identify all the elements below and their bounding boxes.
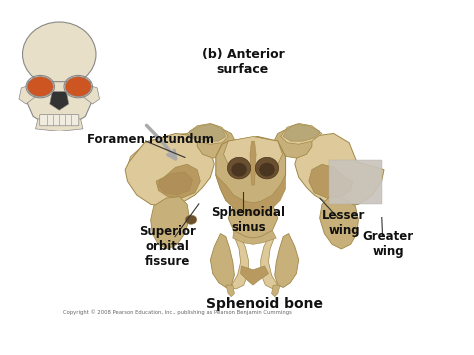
Polygon shape <box>216 175 285 215</box>
Polygon shape <box>241 266 268 285</box>
Polygon shape <box>226 285 235 297</box>
Polygon shape <box>26 82 92 127</box>
Polygon shape <box>233 230 276 244</box>
Polygon shape <box>19 84 36 104</box>
Ellipse shape <box>65 77 91 97</box>
Ellipse shape <box>185 215 197 224</box>
Polygon shape <box>309 164 353 198</box>
Polygon shape <box>128 133 202 193</box>
Text: Sphenoid bone: Sphenoid bone <box>206 297 323 311</box>
Polygon shape <box>231 237 248 289</box>
Text: Sphenoidal
sinus: Sphenoidal sinus <box>211 206 285 234</box>
Polygon shape <box>210 234 235 288</box>
Polygon shape <box>295 133 384 207</box>
Polygon shape <box>281 124 322 144</box>
Polygon shape <box>272 285 280 297</box>
Ellipse shape <box>27 77 53 97</box>
Polygon shape <box>190 124 226 141</box>
Ellipse shape <box>231 163 247 176</box>
Polygon shape <box>228 204 278 238</box>
Polygon shape <box>125 133 214 207</box>
Ellipse shape <box>255 157 279 179</box>
Text: Copyright © 2008 Pearson Education, Inc., publishing as Pearson Benjamin Cumming: Copyright © 2008 Pearson Education, Inc.… <box>63 309 292 315</box>
Polygon shape <box>216 137 285 211</box>
FancyBboxPatch shape <box>40 115 79 126</box>
Polygon shape <box>36 119 83 131</box>
Polygon shape <box>197 129 236 158</box>
Polygon shape <box>151 197 190 249</box>
Text: (b) Anterior
surface: (b) Anterior surface <box>201 48 284 76</box>
Ellipse shape <box>228 157 251 179</box>
Text: Lesser
wing: Lesser wing <box>322 209 365 237</box>
Ellipse shape <box>23 22 96 87</box>
Text: Superior
orbital
fissure: Superior orbital fissure <box>139 225 196 268</box>
Polygon shape <box>83 84 100 104</box>
Polygon shape <box>50 92 69 110</box>
Polygon shape <box>250 141 256 185</box>
Polygon shape <box>261 237 278 289</box>
Text: Foramen rotundum: Foramen rotundum <box>87 133 214 146</box>
Ellipse shape <box>259 163 275 176</box>
Polygon shape <box>224 137 283 168</box>
Polygon shape <box>275 234 299 288</box>
Polygon shape <box>283 124 319 141</box>
Polygon shape <box>158 172 192 195</box>
Polygon shape <box>319 197 358 249</box>
Text: Greater
wing: Greater wing <box>363 230 414 257</box>
FancyBboxPatch shape <box>329 160 382 204</box>
Polygon shape <box>187 124 228 144</box>
Polygon shape <box>273 129 312 158</box>
Polygon shape <box>156 164 201 198</box>
